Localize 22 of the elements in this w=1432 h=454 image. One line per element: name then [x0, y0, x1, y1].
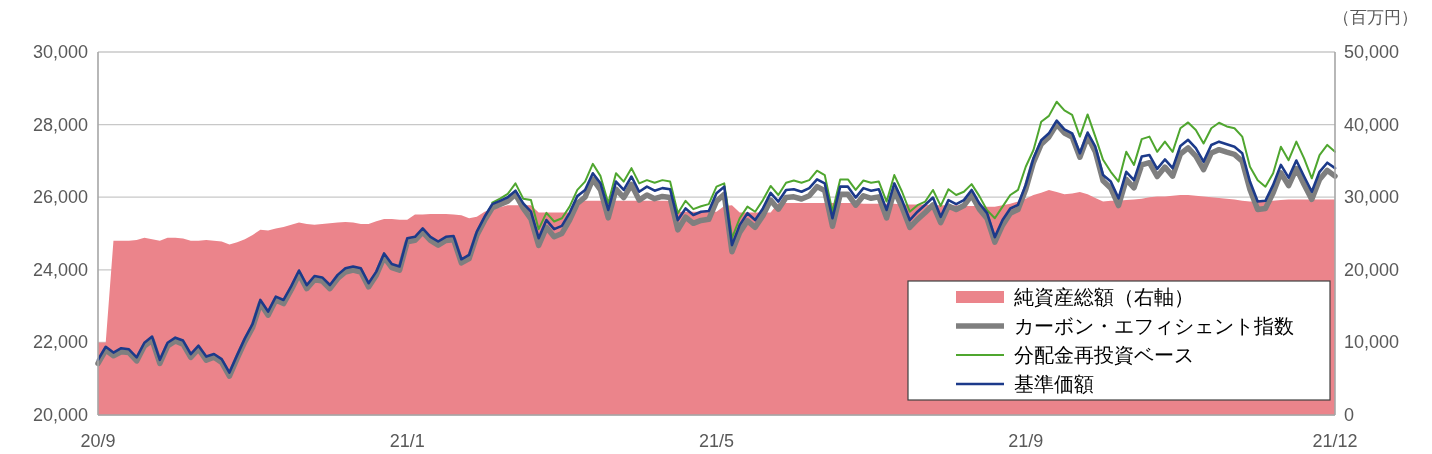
x-tick-label: 21/5 — [699, 431, 734, 451]
x-tick-label: 21/12 — [1312, 431, 1358, 451]
y2-tick-label: 20,000 — [1344, 259, 1400, 280]
y2-tick-label: 40,000 — [1344, 114, 1400, 135]
legend-label: 基準価額 — [1014, 373, 1094, 395]
y-tick-label: 22,000 — [32, 332, 88, 353]
legend-label: 分配金再投資ベース — [1014, 344, 1194, 366]
y2-axis-title: （百万円） — [1333, 7, 1418, 27]
y-tick-label: 24,000 — [32, 259, 88, 280]
y-tick-label: 28,000 — [32, 114, 88, 135]
x-tick-label: 20/9 — [80, 431, 116, 451]
x-tick-label: 21/1 — [389, 431, 425, 451]
y2-tick-label: 0 — [1344, 405, 1354, 425]
y-tick-label: 30,000 — [32, 42, 88, 62]
y-tick-label: 20,000 — [32, 405, 88, 425]
y2-tick-label: 50,000 — [1344, 42, 1400, 62]
y2-tick-label: 10,000 — [1344, 332, 1400, 353]
legend-label: カーボン・エフィシェント指数 — [1014, 315, 1294, 337]
y2-tick-label: 30,000 — [1344, 187, 1400, 208]
y-tick-label: 26,000 — [32, 187, 88, 208]
x-tick-label: 21/9 — [1008, 431, 1044, 451]
legend-label: 純資産総額（右軸） — [1014, 286, 1194, 308]
